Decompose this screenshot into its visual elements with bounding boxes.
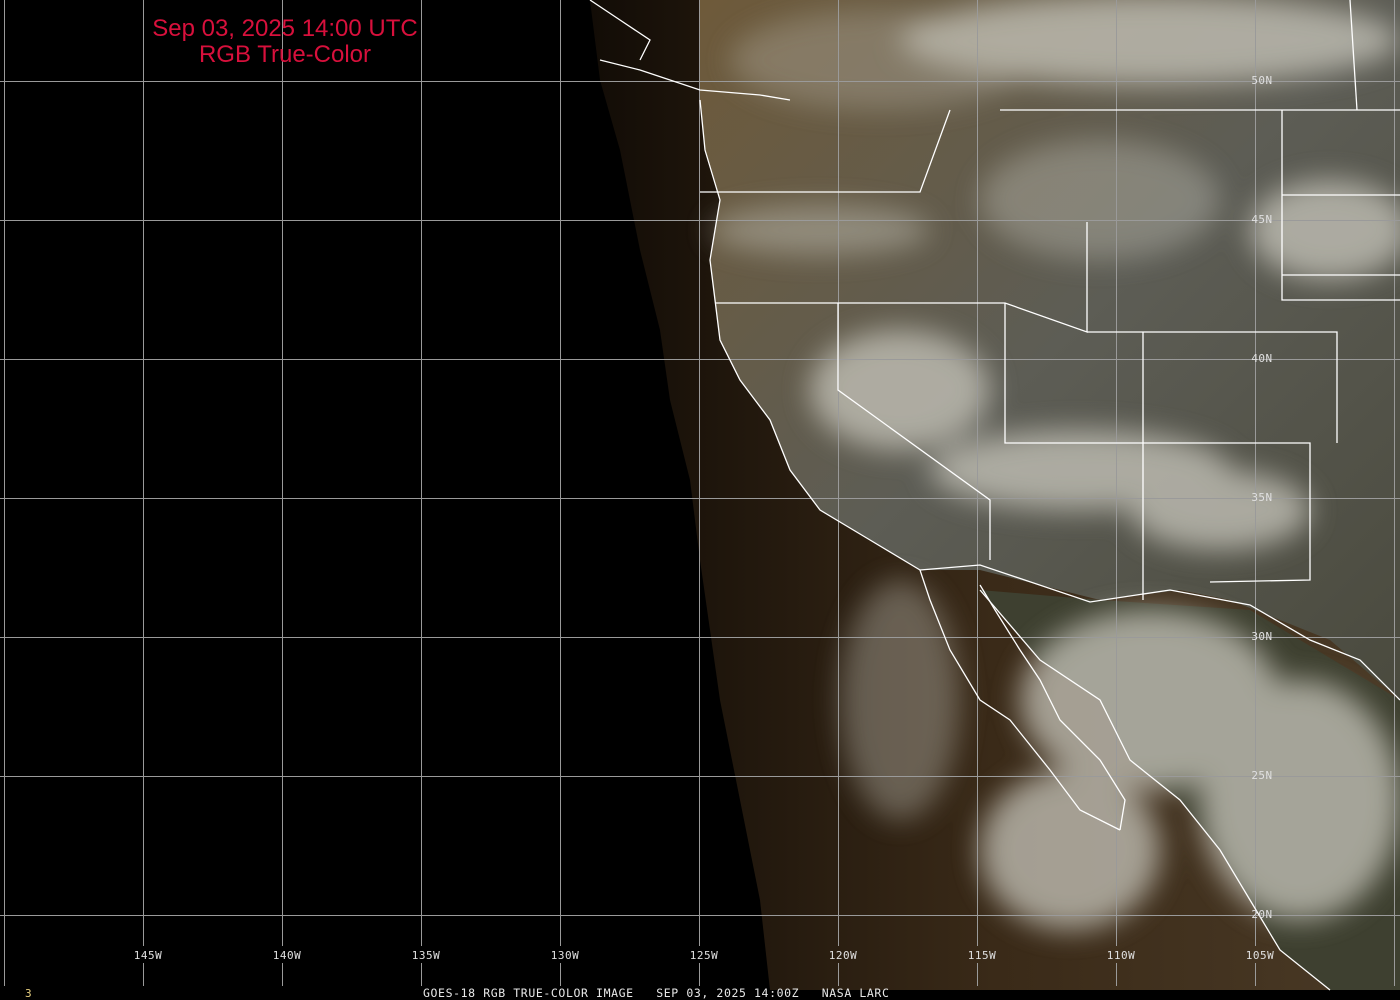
image-timestamp-title: Sep 03, 2025 14:00 UTC (152, 15, 418, 42)
longitude-label: 130W (550, 949, 580, 962)
frame-number: 3 (25, 987, 32, 1000)
longitude-label: 125W (689, 949, 719, 962)
latitude-label: 45N (1251, 213, 1273, 226)
image-product-title: RGB True-Color (198, 41, 372, 68)
longitude-label: 110W (1106, 949, 1136, 962)
longitude-label: 145W (133, 949, 163, 962)
latitude-label: 25N (1251, 769, 1273, 782)
latitude-label: 20N (1251, 908, 1273, 921)
latitude-label: 40N (1251, 352, 1273, 365)
latitude-label: 35N (1251, 491, 1273, 504)
longitude-label: 105W (1245, 949, 1275, 962)
longitude-label: 135W (411, 949, 441, 962)
latitude-label: 30N (1251, 630, 1273, 643)
latitude-label: 50N (1251, 74, 1273, 87)
longitude-label: 140W (272, 949, 302, 962)
image-caption: GOES-18 RGB TRUE-COLOR IMAGE SEP 03, 202… (423, 986, 890, 1000)
longitude-label: 115W (967, 949, 997, 962)
coastlines-and-borders (589, 0, 1400, 991)
longitude-label: 120W (828, 949, 858, 962)
